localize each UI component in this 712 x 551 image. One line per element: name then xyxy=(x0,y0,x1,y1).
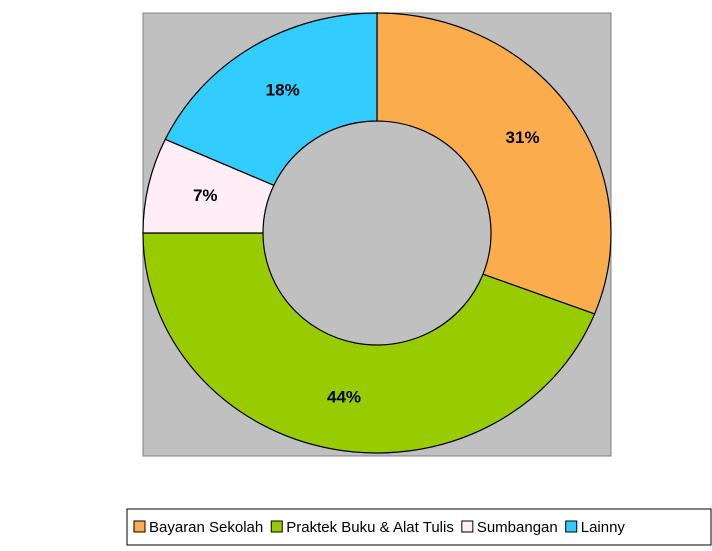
donut-segment xyxy=(376,12,612,315)
legend-box xyxy=(126,508,712,546)
data-label: 7% xyxy=(193,186,218,205)
legend-swatch xyxy=(133,520,146,533)
legend: Bayaran Sekolah Praktek Buku & Alat Tulis… xyxy=(133,519,626,536)
legend-label: Praktek Buku & Alat Tulis xyxy=(286,519,454,536)
legend-label: Sumbangan xyxy=(477,519,558,536)
legend-label: Lainny xyxy=(581,519,626,536)
legend-swatch xyxy=(461,520,474,533)
data-label: 44% xyxy=(327,388,361,407)
legend-label: Bayaran Sekolah xyxy=(149,519,263,536)
donut-segment xyxy=(164,12,378,187)
legend-swatch xyxy=(270,520,283,533)
donut-segment xyxy=(142,232,596,454)
data-label: 18% xyxy=(266,81,300,100)
legend-swatch xyxy=(565,520,578,533)
data-label: 31% xyxy=(506,128,540,147)
